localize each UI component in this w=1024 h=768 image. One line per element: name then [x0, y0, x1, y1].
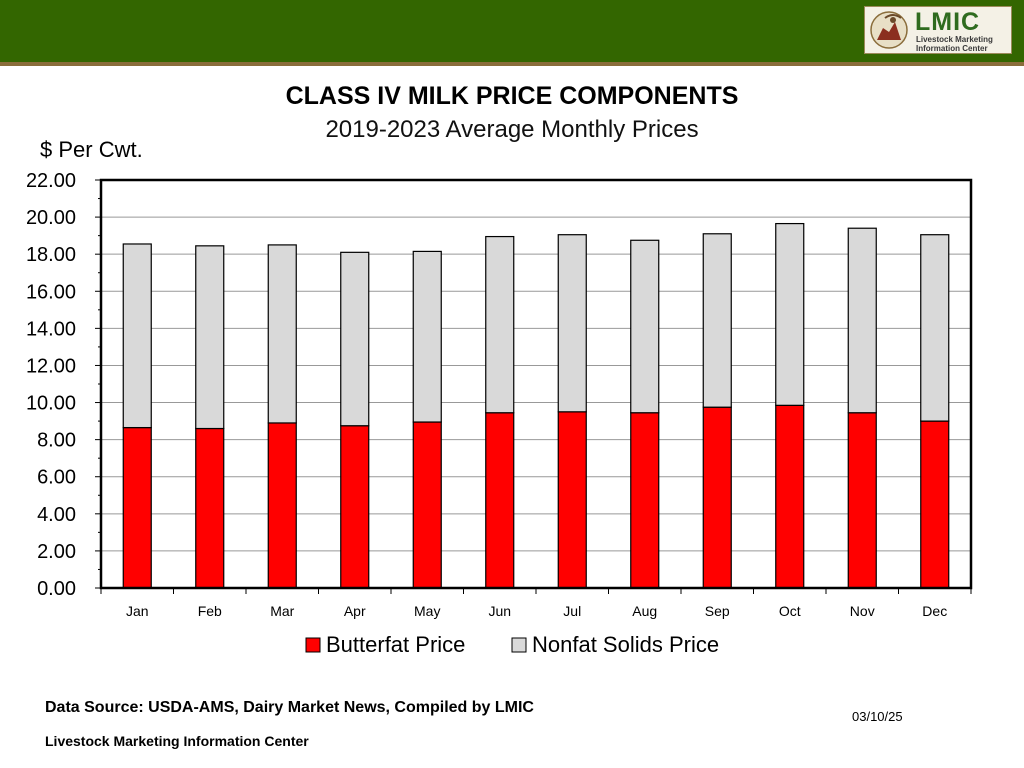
chart-title: CLASS IV MILK PRICE COMPONENTS — [285, 82, 739, 110]
butterfat-bar — [775, 404, 805, 589]
report-date: 03/10/25 — [852, 709, 903, 724]
nonfat-solids-bar — [340, 251, 370, 427]
header-bar — [0, 0, 1024, 62]
plot-frame — [99, 178, 973, 590]
nonfat-solids-bar — [485, 235, 515, 414]
x-tick-label: May — [414, 603, 440, 619]
butterfat-bar — [920, 420, 950, 589]
stacked-bar-chart: 0.00 2.00 4.00 6.00 8.00 10.00 12.00 14.00 16.00… — [26, 170, 973, 657]
butterfat-bar — [195, 427, 225, 589]
x-tick-label: Dec — [922, 603, 947, 619]
y-axis-label: $ Per Cwt. — [40, 137, 143, 162]
y-tick-label: 0.00 — [37, 578, 76, 600]
nonfat-solids-bar — [775, 222, 805, 406]
butterfat-bar — [340, 425, 370, 589]
data-source: Data Source: USDA-AMS, Dairy Market News… — [45, 699, 534, 716]
y-tick-label: 12.00 — [26, 355, 76, 377]
butterfat-bar — [557, 411, 587, 589]
x-tick-label: Apr — [344, 603, 366, 619]
legend-label-nonfat: Nonfat Solids Price — [532, 632, 719, 657]
nonfat-solids-bar — [557, 234, 587, 413]
y-tick-label: 10.00 — [26, 393, 76, 415]
butterfat-bar — [485, 412, 515, 589]
nonfat-solids-bar — [267, 244, 297, 424]
nonfat-solids-bar — [702, 233, 732, 408]
butterfat-bar — [122, 426, 152, 589]
x-tick-label: Jul — [563, 603, 581, 619]
y-tick-label: 20.00 — [26, 207, 76, 229]
x-tick-label: Aug — [632, 603, 657, 619]
legend-swatch-nonfat — [511, 637, 527, 653]
nonfat-solids-bar — [847, 227, 877, 414]
chart-subtitle: 2019-2023 Average Monthly Prices — [325, 116, 699, 143]
logo-title: LMIC — [915, 8, 981, 36]
butterfat-bar — [702, 406, 732, 589]
logo-subtitle-1: Livestock Marketing — [916, 35, 993, 44]
y-tick-label: 4.00 — [37, 504, 76, 526]
x-tick-label: Oct — [779, 603, 801, 619]
nonfat-solids-bar — [412, 250, 442, 423]
y-tick-label: 2.00 — [37, 541, 76, 563]
y-tick-label: 16.00 — [26, 281, 76, 303]
nonfat-solids-bar — [122, 243, 152, 429]
lmic-logo: LMIC Livestock Marketing Information Cen… — [864, 6, 1012, 54]
butterfat-bar — [847, 412, 877, 589]
y-tick-label: 18.00 — [26, 244, 76, 266]
butterfat-bar — [267, 422, 297, 589]
x-tick-label: Mar — [270, 603, 294, 619]
butterfat-bar — [412, 421, 442, 589]
y-tick-label: 14.00 — [26, 318, 76, 340]
x-tick-label: Sep — [705, 603, 730, 619]
organization-name: Livestock Marketing Information Center — [45, 733, 309, 749]
butterfat-bar — [630, 412, 660, 589]
y-tick-label: 6.00 — [37, 467, 76, 489]
x-tick-label: Jan — [126, 603, 149, 619]
y-tick-label: 22.00 — [26, 170, 76, 192]
x-tick-label: Nov — [850, 603, 875, 619]
cowboy-logo-icon — [870, 11, 908, 49]
header-divider — [0, 62, 1024, 66]
nonfat-solids-bar — [195, 245, 225, 430]
y-tick-label: 8.00 — [37, 430, 76, 452]
nonfat-solids-bar — [630, 239, 660, 414]
legend-label-butterfat: Butterfat Price — [326, 632, 465, 657]
nonfat-solids-bar — [920, 234, 950, 422]
logo-subtitle-2: Information Center — [916, 44, 988, 53]
x-tick-label: Jun — [488, 603, 511, 619]
legend-swatch-butterfat — [305, 637, 321, 653]
x-tick-label: Feb — [198, 603, 222, 619]
